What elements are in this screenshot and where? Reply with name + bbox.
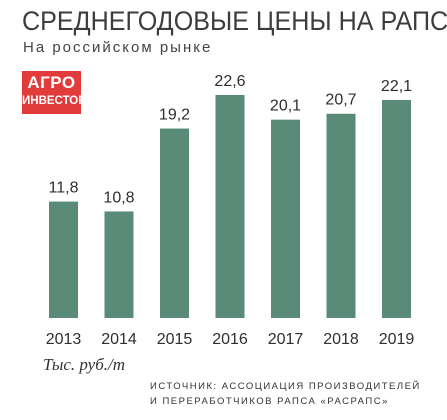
logo-line1: АГРО (27, 73, 76, 92)
bar-2015 (160, 128, 189, 318)
x-tick-2015: 2015 (157, 331, 193, 348)
source-line2: И ПЕРЕРАБОТЧИКОВ РАПСА «РАСРАПС» (150, 396, 389, 407)
source-line1: ИСТОЧНИК: АССОЦИАЦИЯ ПРОИЗВОДИТЕЛЕЙ (150, 381, 421, 392)
logo-line2: ИНВЕСТОР (22, 95, 86, 107)
x-tick-2017: 2017 (268, 331, 304, 348)
agroinvestor-logo: АГРО ИНВЕСТОР (22, 71, 86, 114)
bar-2016 (215, 95, 245, 318)
value-label-2016: 22,6 (214, 73, 245, 90)
bar-2017 (271, 119, 300, 318)
value-label-2018: 20,7 (325, 92, 356, 109)
value-label-2015: 19,2 (159, 107, 190, 124)
x-tick-2014: 2014 (101, 331, 137, 348)
value-label-2014: 10,8 (103, 189, 134, 206)
bar-2019 (382, 99, 411, 319)
x-tick-2019: 2019 (379, 331, 415, 348)
bar-2018 (326, 113, 356, 318)
units-label: Тыс. руб./т (43, 355, 126, 374)
value-label-2013: 11,8 (49, 180, 79, 197)
x-tick-2013: 2013 (46, 331, 82, 348)
value-label-2017: 20,1 (270, 98, 301, 115)
chart-title: СРЕДНЕГОДОВЫЕ ЦЕНЫ НА РАПС (22, 6, 447, 36)
value-label-2019: 22,1 (381, 78, 412, 95)
x-tick-2018: 2018 (323, 331, 359, 348)
source-note: ИСТОЧНИК: АССОЦИАЦИЯ ПРОИЗВОДИТЕЛЕЙ И ПЕ… (150, 379, 421, 409)
bar-2014 (104, 211, 134, 318)
x-tick-2016: 2016 (212, 331, 248, 348)
bar-2013 (49, 201, 78, 318)
chart-subtitle: На российском рынке (23, 39, 213, 56)
